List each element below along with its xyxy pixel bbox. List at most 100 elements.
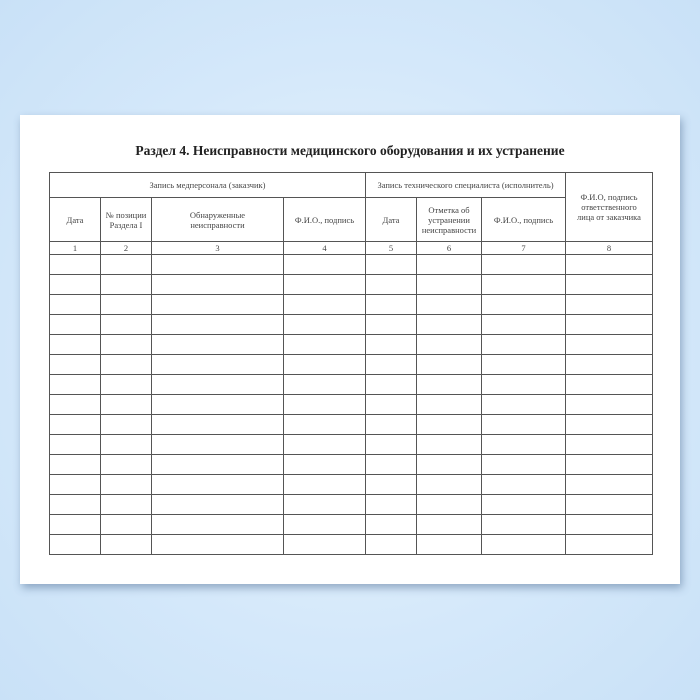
table-cell	[565, 314, 653, 335]
table-cell	[481, 474, 566, 495]
column-number: 6	[416, 241, 482, 255]
table-cell	[100, 394, 152, 415]
table-row	[49, 374, 653, 395]
table-cell	[49, 474, 101, 495]
header-responsible: Ф.И.О, подпись ответственного лица от за…	[565, 172, 653, 242]
document-page: Раздел 4. Неисправности медицинского обо…	[20, 115, 680, 584]
table-cell	[283, 534, 366, 555]
table-cell	[151, 274, 284, 295]
table-cell	[151, 414, 284, 435]
table-cell	[49, 334, 101, 355]
table-row	[49, 494, 653, 515]
table-cell	[283, 434, 366, 455]
table-cell	[49, 294, 101, 315]
table-cell	[151, 254, 284, 275]
table-cell	[283, 454, 366, 475]
table-cell	[283, 314, 366, 335]
table-cell	[49, 514, 101, 535]
table-cell	[283, 274, 366, 295]
table-cell	[416, 454, 482, 475]
table-cell	[49, 454, 101, 475]
table-cell	[365, 534, 417, 555]
header-name-signature-tech: Ф.И.О., подпись	[481, 197, 566, 242]
group-header-technician: Запись технического специалиста (исполни…	[365, 172, 566, 198]
table-cell	[481, 334, 566, 355]
table-cell	[283, 354, 366, 375]
table-cell	[481, 374, 566, 395]
table-cell	[365, 454, 417, 475]
table-cell	[283, 494, 366, 515]
table-row	[49, 454, 653, 475]
table-row	[49, 514, 653, 535]
table-cell	[416, 474, 482, 495]
table-cell	[365, 394, 417, 415]
table-row	[49, 534, 653, 555]
table-cell	[416, 394, 482, 415]
table-cell	[49, 534, 101, 555]
table-cell	[100, 254, 152, 275]
table-cell	[100, 534, 152, 555]
table-cell	[151, 294, 284, 315]
table-cell	[283, 514, 366, 535]
table-cell	[481, 394, 566, 415]
table-cell	[49, 314, 101, 335]
table-cell	[565, 454, 653, 475]
table-row	[49, 354, 653, 375]
table-cell	[283, 374, 366, 395]
table-cell	[565, 294, 653, 315]
table-cell	[151, 534, 284, 555]
table-cell	[416, 534, 482, 555]
table-cell	[565, 374, 653, 395]
column-number: 7	[481, 241, 566, 255]
table-cell	[151, 314, 284, 335]
header-fix-mark: Отметка об устранении неисправности	[416, 197, 482, 242]
table-cell	[151, 514, 284, 535]
table-cell	[365, 274, 417, 295]
table-cell	[481, 274, 566, 295]
table-cell	[416, 494, 482, 515]
table-cell	[151, 374, 284, 395]
table-cell	[151, 494, 284, 515]
table-cell	[151, 454, 284, 475]
table-cell	[365, 494, 417, 515]
table-cell	[365, 334, 417, 355]
table-cell	[365, 434, 417, 455]
column-number: 8	[565, 241, 653, 255]
table-cell	[49, 274, 101, 295]
table-cell	[416, 274, 482, 295]
table-row	[49, 334, 653, 355]
table-cell	[151, 354, 284, 375]
table-cell	[100, 314, 152, 335]
table-cell	[416, 254, 482, 275]
table-cell	[416, 354, 482, 375]
table-cell	[565, 474, 653, 495]
table-cell	[283, 254, 366, 275]
table-cell	[481, 414, 566, 435]
header-position: № позиции Раздела I	[100, 197, 152, 242]
table-cell	[283, 394, 366, 415]
table-row	[49, 414, 653, 435]
table-cell	[565, 514, 653, 535]
table-cell	[416, 294, 482, 315]
table-cell	[481, 514, 566, 535]
table-cell	[100, 274, 152, 295]
table-cell	[151, 474, 284, 495]
table-cell	[565, 334, 653, 355]
header-date-tech: Дата	[365, 197, 417, 242]
table-cell	[365, 514, 417, 535]
table-cell	[565, 274, 653, 295]
table-cell	[416, 414, 482, 435]
column-number: 1	[49, 241, 101, 255]
table-cell	[481, 534, 566, 555]
table-cell	[365, 314, 417, 335]
table-cell	[365, 254, 417, 275]
table-cell	[49, 494, 101, 515]
table-cell	[565, 434, 653, 455]
table-cell	[151, 394, 284, 415]
table-cell	[481, 254, 566, 275]
table-cell	[565, 354, 653, 375]
table-row	[49, 294, 653, 315]
table-cell	[49, 414, 101, 435]
column-number: 5	[365, 241, 417, 255]
table-row	[49, 394, 653, 415]
